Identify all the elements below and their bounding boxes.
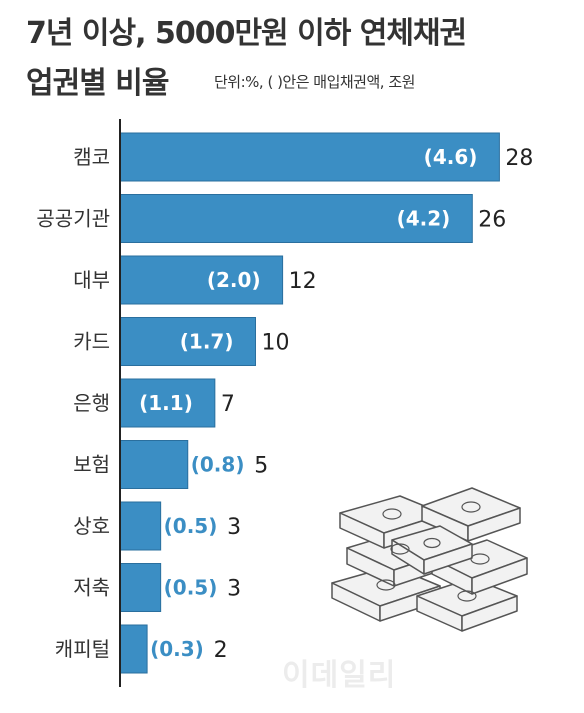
value-label: 5: [254, 454, 268, 479]
watermark: 이데일리: [282, 658, 397, 693]
amount-label: (1.7): [180, 330, 234, 354]
bar: [119, 194, 473, 243]
bar: [119, 624, 148, 674]
category-label: 카드: [73, 330, 110, 354]
chart-title: 7년 이상, 5000만원 이하 연체채권: [26, 16, 467, 51]
value-label: 28: [505, 146, 533, 171]
value-label: 3: [227, 577, 241, 602]
value-label: 26: [478, 208, 506, 233]
category-label: 상호: [73, 514, 110, 538]
amount-label: (4.2): [397, 207, 451, 231]
bar: [119, 132, 500, 182]
value-label: 2: [214, 638, 228, 663]
amount-label: (4.6): [424, 145, 478, 169]
value-label: 10: [262, 331, 290, 356]
amount-label: (0.5): [164, 576, 218, 600]
bar: [119, 563, 162, 612]
category-label: 은행: [73, 391, 110, 415]
category-label: 대부: [73, 268, 110, 292]
category-label: 공공기관: [36, 207, 110, 231]
chart-subtitle: 업권별 비율: [26, 66, 169, 101]
value-label: 3: [227, 515, 241, 540]
unit-note: 단위:%, ( )안은 매입채권액, 조원: [214, 73, 415, 91]
amount-label: (0.8): [191, 453, 245, 477]
bar: [119, 501, 162, 551]
value-label: 12: [289, 269, 317, 294]
bar: [119, 255, 284, 305]
category-label: 캐피털: [55, 637, 110, 661]
amount-label: (0.3): [150, 637, 204, 661]
amount-label: (1.1): [139, 391, 193, 415]
value-label: 7: [221, 392, 235, 417]
bar: [119, 440, 189, 489]
money-stack-illustration: [331, 487, 528, 632]
category-label: 캠코: [73, 145, 110, 169]
amount-label: (0.5): [164, 514, 218, 538]
category-label: 보험: [73, 453, 110, 477]
category-label: 저축: [73, 576, 110, 600]
amount-label: (2.0): [207, 268, 261, 292]
bar: [119, 317, 256, 366]
